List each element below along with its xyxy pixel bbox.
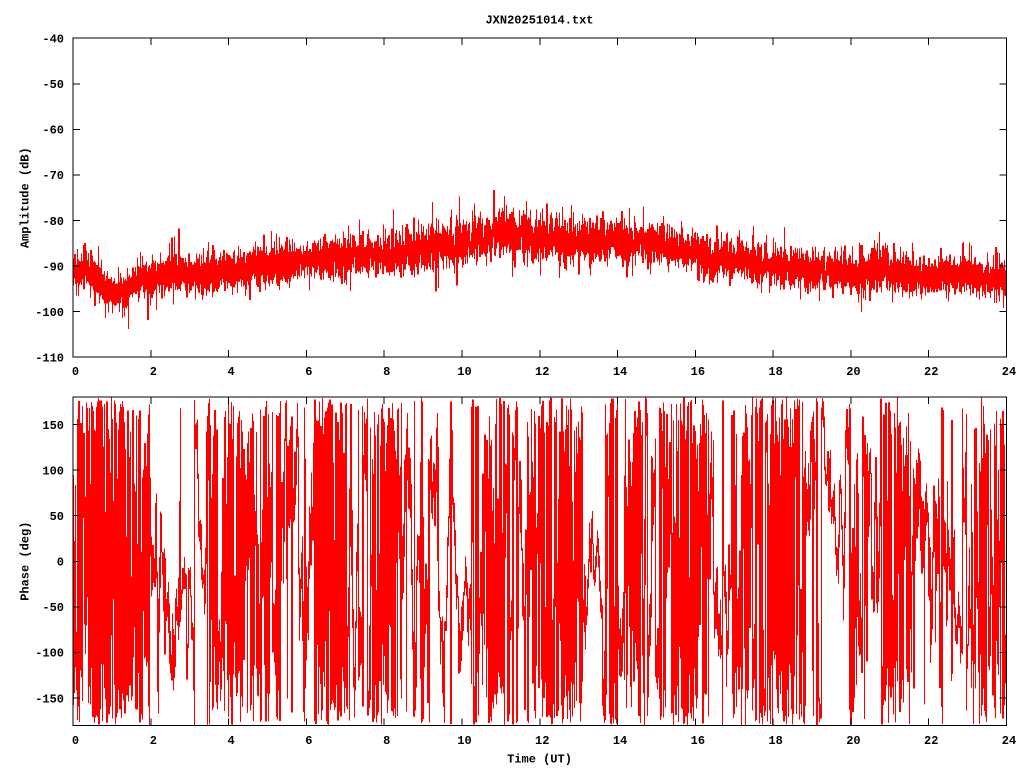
svg-text:8: 8 [383,365,390,379]
svg-text:Time (UT): Time (UT) [507,753,572,767]
svg-text:0: 0 [72,365,79,379]
svg-text:10: 10 [457,365,471,379]
svg-text:6: 6 [305,734,312,748]
svg-text:4: 4 [227,734,234,748]
svg-text:-50: -50 [42,601,64,615]
svg-text:14: 14 [613,365,627,379]
svg-text:50: 50 [50,510,64,524]
svg-text:JXN20251014.txt: JXN20251014.txt [485,13,593,27]
svg-text:20: 20 [846,365,860,379]
svg-text:-60: -60 [42,124,64,138]
svg-text:6: 6 [305,365,312,379]
svg-text:0: 0 [72,734,79,748]
svg-text:2: 2 [150,365,157,379]
svg-text:12: 12 [535,365,549,379]
svg-text:24: 24 [1002,365,1016,379]
svg-text:18: 18 [768,365,782,379]
svg-text:Phase (deg): Phase (deg) [19,522,33,601]
svg-text:-100: -100 [35,647,64,661]
svg-text:10: 10 [457,734,471,748]
svg-text:100: 100 [42,464,64,478]
svg-text:-80: -80 [42,215,64,229]
svg-text:20: 20 [846,734,860,748]
svg-text:0: 0 [57,556,64,570]
svg-text:-50: -50 [42,78,64,92]
svg-text:-100: -100 [35,306,64,320]
svg-text:22: 22 [924,365,938,379]
svg-text:2: 2 [150,734,157,748]
svg-text:18: 18 [768,734,782,748]
svg-text:16: 16 [691,734,705,748]
svg-text:22: 22 [924,734,938,748]
svg-text:14: 14 [613,734,627,748]
svg-text:24: 24 [1002,734,1016,748]
svg-text:16: 16 [691,365,705,379]
svg-text:Amplitude (dB): Amplitude (dB) [19,147,33,248]
svg-text:-110: -110 [35,352,64,366]
svg-text:8: 8 [383,734,390,748]
svg-text:4: 4 [227,365,234,379]
svg-text:12: 12 [535,734,549,748]
svg-text:-70: -70 [42,169,64,183]
svg-text:-90: -90 [42,260,64,274]
svg-text:-150: -150 [35,692,64,706]
svg-text:-40: -40 [42,33,64,47]
svg-text:150: 150 [42,419,64,433]
